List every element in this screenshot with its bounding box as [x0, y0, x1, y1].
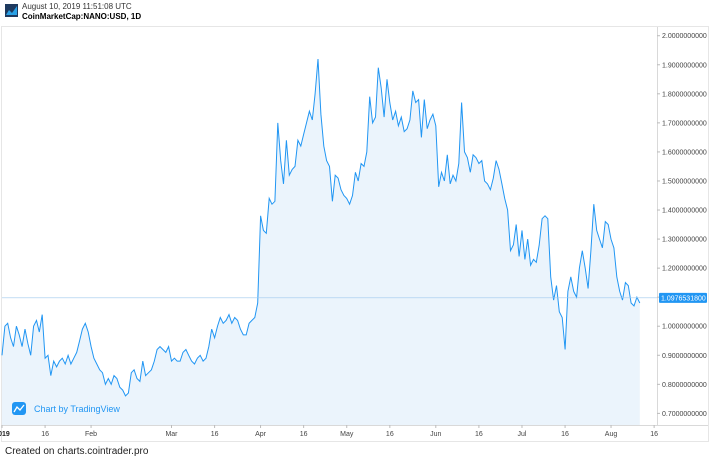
x-axis: 2019 16 Feb Mar 16 Apr 16 May 16 Jun 16 Jul 16 Aug 16: [0, 425, 658, 438]
cointrader-logo-icon: [5, 4, 18, 17]
y-tick-label: 1.5000000000: [662, 178, 707, 185]
x-tick-label: 2019: [0, 431, 10, 438]
y-tick-label: 0.9000000000: [662, 353, 707, 360]
area-fill: [2, 59, 640, 425]
last-price-marker: 1.0976531800: [2, 292, 707, 303]
x-tick-label: 16: [650, 431, 658, 438]
y-tick-label: 0.8000000000: [662, 382, 707, 389]
last-price-label-bg: [659, 292, 707, 303]
y-tick-label: 0.7000000000: [662, 411, 707, 418]
x-tick-label: 16: [475, 431, 483, 438]
snapshot-timestamp: August 10, 2019 11:51:08 UTC: [22, 2, 132, 11]
x-tick-label: Jul: [518, 431, 527, 438]
tradingview-badge-label: Chart by TradingView: [34, 404, 120, 414]
x-tick-label: 16: [386, 431, 394, 438]
x-tick-label: Mar: [165, 431, 178, 438]
footer-credit: Created on charts.cointrader.pro: [5, 446, 149, 457]
x-tick-label: 16: [300, 431, 308, 438]
chart-frame: [1, 26, 709, 442]
chart-header: August 10, 2019 11:51:08 UTC CoinMarketC…: [0, 0, 710, 26]
x-tick-label: Apr: [255, 431, 267, 438]
x-tick-label: 16: [41, 431, 49, 438]
y-tick-label: 1.8000000000: [662, 91, 707, 98]
x-tick-label: 16: [211, 431, 219, 438]
y-tick-label: 2.0000000000: [662, 33, 707, 40]
y-axis: 0.7000000000 0.8000000000 0.9000000000 1.00…: [657, 33, 707, 418]
y-tick-label: 1.9000000000: [662, 62, 707, 69]
y-tick-label: 1.6000000000: [662, 149, 707, 156]
y-tick-label: 1.0000000000: [662, 324, 707, 331]
y-tick-label: 1.3000000000: [662, 237, 707, 244]
price-line: [1, 58, 641, 397]
series-line: [1, 58, 641, 397]
tradingview-cloud-icon: [12, 402, 26, 415]
x-tick-label: Aug: [605, 431, 618, 438]
symbol-interval: CoinMarketCap:NANO:USD, 1D: [22, 12, 142, 21]
y-tick-label: 1.7000000000: [662, 120, 707, 127]
price-area: [2, 59, 640, 425]
last-price-label: 1.0976531800: [661, 295, 706, 302]
x-tick-label: 16: [561, 431, 569, 438]
x-tick-label: May: [340, 431, 354, 438]
x-tick-label: Feb: [85, 431, 97, 438]
y-tick-label: 1.2000000000: [662, 266, 707, 273]
tradingview-badge[interactable]: Chart by TradingView: [12, 402, 120, 415]
x-tick-label: Jun: [430, 431, 441, 438]
price-chart: 0.7000000000 0.8000000000 0.9000000000 1.00…: [0, 26, 709, 442]
logo-shape: [6, 6, 17, 15]
y-tick-label: 1.4000000000: [662, 208, 707, 215]
